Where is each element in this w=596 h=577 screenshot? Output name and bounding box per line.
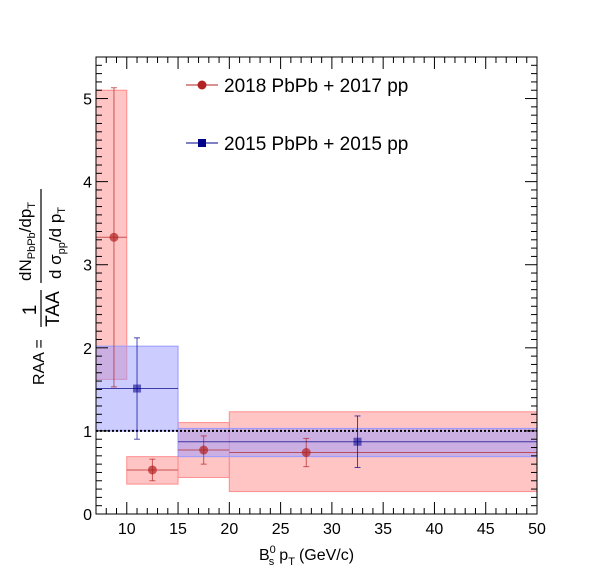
y-axis-title: RAA = 1 TAA dNPbPb/dpT d σpp/d pT xyxy=(16,189,68,385)
y-frac2-denominator: d σpp/d pT xyxy=(46,207,68,279)
data-point xyxy=(178,435,230,465)
legend-label: 2015 PbPb + 2015 pp xyxy=(224,134,408,155)
x-tick-label: 45 xyxy=(477,521,495,538)
data-point xyxy=(126,458,179,482)
y-tick-label: 0 xyxy=(83,507,92,524)
data-points xyxy=(96,87,537,482)
legend-marker-square xyxy=(198,139,206,147)
y-axis-title-lhs: RAA = xyxy=(31,339,48,385)
y-tick-label: 5 xyxy=(83,92,92,109)
legend: 2018 PbPb + 2017 pp 2015 PbPb + 2015 pp xyxy=(186,76,408,155)
marker-circle xyxy=(147,465,157,475)
marker-circle xyxy=(199,445,209,455)
marker-circle xyxy=(301,448,311,458)
legend-label: 2018 PbPb + 2017 pp xyxy=(224,76,408,97)
marker-square xyxy=(133,384,142,393)
y-frac1-numerator: 1 xyxy=(20,305,41,316)
x-tick-label: 50 xyxy=(528,521,546,538)
x-axis-title: B0 s pT (GeV/c) xyxy=(259,544,354,568)
x-tick-label: 35 xyxy=(374,521,392,538)
y-tick-label: 1 xyxy=(83,424,92,441)
marker-square xyxy=(353,437,362,446)
legend-entry: 2015 PbPb + 2015 pp xyxy=(186,134,408,155)
x-tick-label: 40 xyxy=(426,521,444,538)
x-tick-label: 10 xyxy=(118,521,136,538)
data-point xyxy=(96,337,179,440)
y-frac1-denominator: TAA xyxy=(43,291,64,327)
y-tick-label: 2 xyxy=(83,341,92,358)
x-tick-label: 15 xyxy=(169,521,187,538)
data-point xyxy=(229,437,537,468)
legend-entry: 2018 PbPb + 2017 pp xyxy=(186,76,408,97)
x-tick-label: 30 xyxy=(323,521,341,538)
x-tick-label: 25 xyxy=(272,521,290,538)
data-point xyxy=(178,415,537,468)
marker-circle xyxy=(109,232,119,242)
y-tick-label: 4 xyxy=(83,175,92,192)
data-point xyxy=(96,87,127,388)
y-tick-label: 3 xyxy=(83,258,92,275)
plot-frame xyxy=(95,56,538,515)
x-tick-label: 20 xyxy=(220,521,238,538)
legend-marker-circle xyxy=(197,80,207,90)
y-frac2-numerator: dNPbPb/dpT xyxy=(16,202,38,281)
